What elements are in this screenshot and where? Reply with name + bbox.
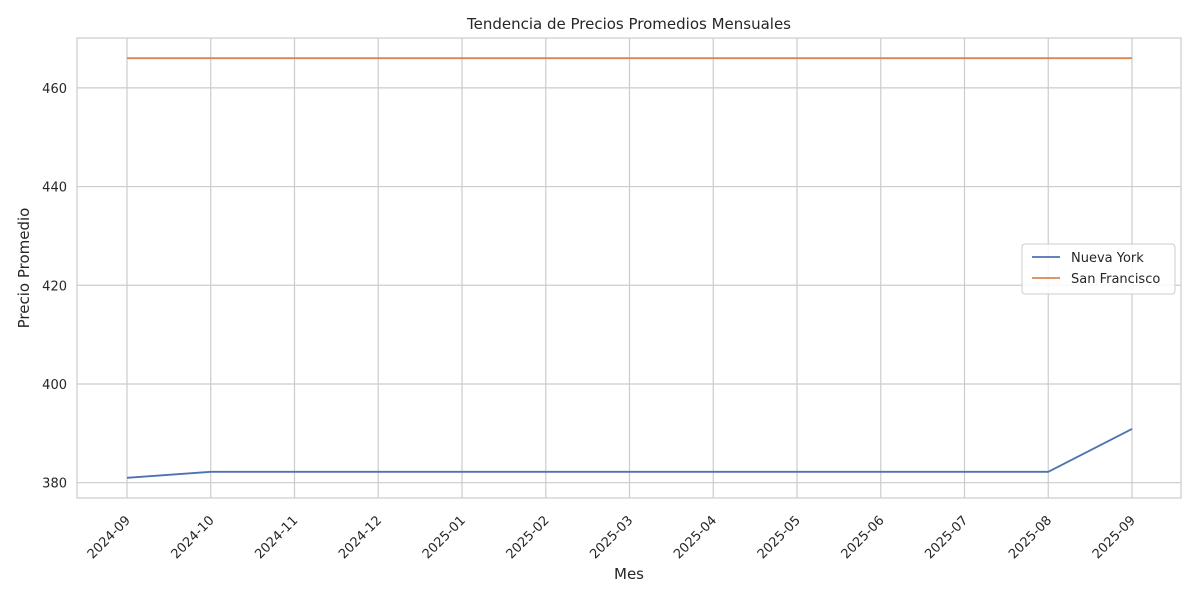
x-tick-label: 2024-10: [169, 513, 218, 562]
legend-label: Nueva York: [1071, 251, 1144, 266]
y-tick-label: 440: [42, 181, 67, 196]
y-tick-label: 400: [42, 378, 67, 393]
x-tick-label: 2025-07: [922, 513, 971, 562]
plot-area-frame: [76, 37, 1182, 499]
y-axis-label: Precio Promedio: [15, 208, 33, 329]
x-tick-label: 2025-06: [839, 513, 888, 562]
x-tick-label: 2025-05: [755, 513, 804, 562]
y-tick-label: 380: [42, 477, 67, 492]
x-tick-label: 2025-04: [671, 513, 720, 562]
x-axis-ticks: 2024-09 2024-10 2024-11 2024-12 2025-01 2025-…: [85, 513, 1139, 562]
x-axis-label: Mes: [614, 565, 644, 583]
x-tick-label: 2025-03: [587, 513, 636, 562]
legend-box: [1021, 243, 1176, 295]
grid-lines: [77, 38, 1181, 498]
y-tick-label: 460: [42, 82, 67, 97]
x-tick-label: 2024-11: [252, 513, 301, 562]
x-tick-label: 2025-01: [420, 513, 469, 562]
chart-title: Tendencia de Precios Promedios Mensuales: [466, 15, 791, 33]
x-tick-label: 2025-09: [1090, 513, 1139, 562]
y-axis-ticks: 380 400 420 440 460: [42, 82, 67, 492]
x-tick-label: 2024-09: [85, 513, 134, 562]
series-lines: [126, 57, 1133, 479]
y-tick-label: 420: [42, 279, 67, 294]
x-tick-label: 2025-08: [1006, 513, 1055, 562]
legend-label: San Francisco: [1071, 272, 1160, 287]
x-tick-label: 2024-12: [336, 513, 385, 562]
x-tick-label: 2025-02: [504, 513, 553, 562]
legend: Nueva York San Francisco: [1021, 243, 1176, 295]
series-line-nueva-york: [126, 428, 1133, 479]
